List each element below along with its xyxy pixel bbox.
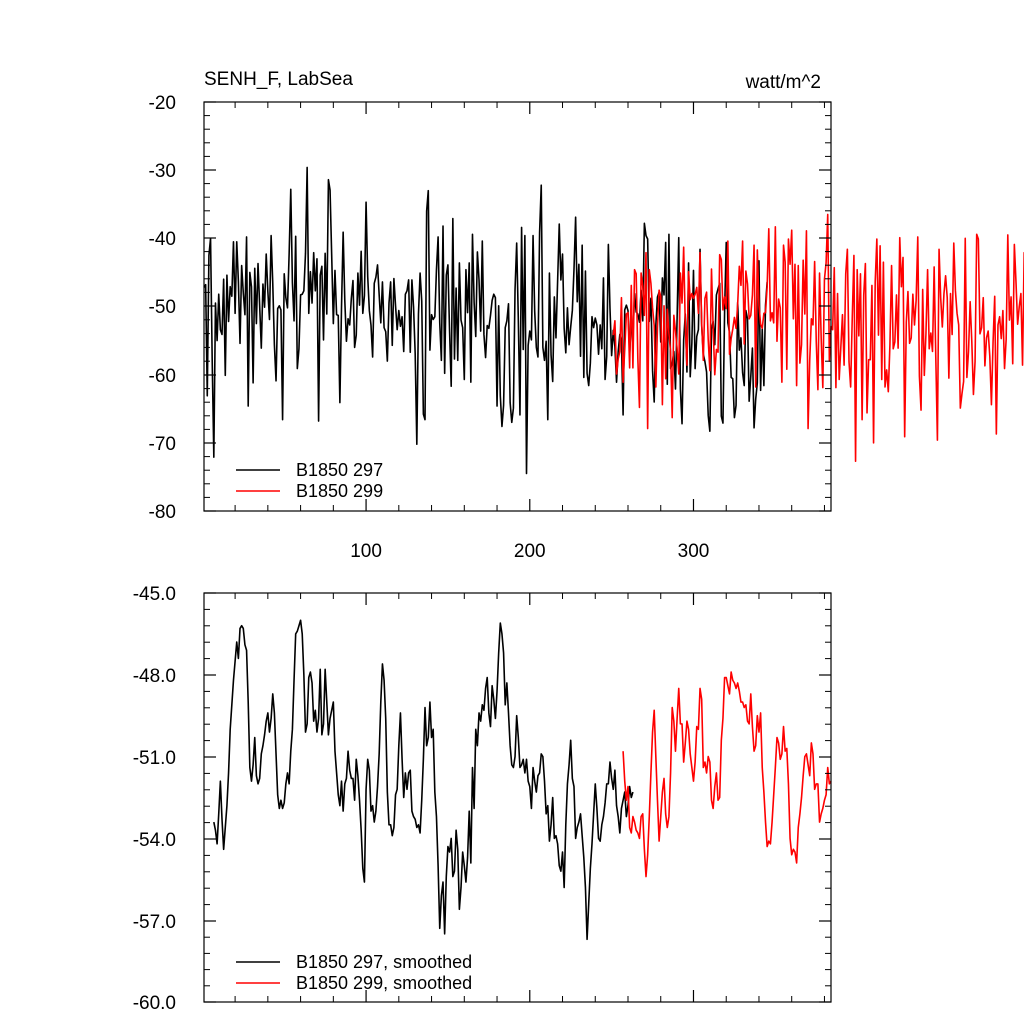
top-y-tick-label: -70 <box>149 434 176 455</box>
bottom-y-tick-label: -48.0 <box>133 666 176 687</box>
bottom-plot-frame <box>203 592 832 1003</box>
top-y-tick-label: -30 <box>149 161 176 182</box>
bottom-panel: -45.0 -48.0 -51.0 -54.0 -57.0 -60.0 B1850 297,… <box>133 584 832 1014</box>
bottom-y-tick-label: -51.0 <box>133 748 176 769</box>
bottom-series-line-2 <box>622 671 832 878</box>
top-legend-label-1: B1850 297 <box>296 460 383 480</box>
top-series-line-1 <box>203 166 768 475</box>
top-legend-label-2: B1850 299 <box>296 481 383 501</box>
bottom-y-tick-label: -45.0 <box>133 584 176 605</box>
bottom-legend-label-1: B1850 297, smoothed <box>296 952 472 972</box>
top-series-line-2 <box>612 213 1024 463</box>
bottom-y-tick-label: -57.0 <box>133 912 176 933</box>
top-y-tick-label: -40 <box>149 229 176 250</box>
units-label: watt/m^2 <box>745 72 821 93</box>
chart-title: SENH_F, LabSea <box>204 69 353 90</box>
bottom-legend-label-2: B1850 299, smoothed <box>296 973 472 993</box>
top-y-tick-label: -50 <box>149 297 176 318</box>
top-x-tick-label: 100 <box>350 541 382 562</box>
bottom-series-line-1 <box>213 619 634 941</box>
top-y-tick-label: -80 <box>149 502 176 523</box>
top-x-tick-label: 300 <box>678 541 710 562</box>
top-y-tick-label: -20 <box>149 93 176 114</box>
top-x-tick-label: 200 <box>514 541 546 562</box>
top-panel: -20 -30 -40 -50 -60 -70 -80 100 200 300 SENH_F, La… <box>149 69 1024 562</box>
bottom-y-tick-label: -60.0 <box>133 993 176 1014</box>
top-y-tick-label: -60 <box>149 366 176 387</box>
bottom-y-tick-label: -54.0 <box>133 830 176 851</box>
